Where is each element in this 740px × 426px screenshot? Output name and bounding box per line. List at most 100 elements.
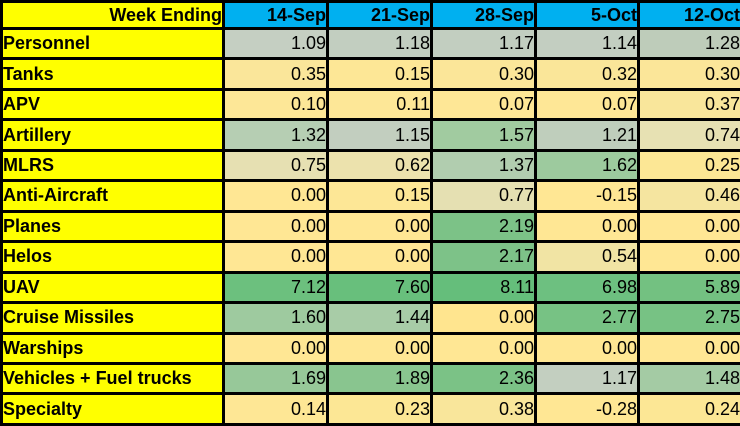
- row-label[interactable]: UAV: [0, 270, 225, 305]
- table-row: UAV 7.12 7.60 8.11 6.98 5.89: [0, 270, 740, 305]
- data-cell[interactable]: 0.07: [534, 87, 640, 122]
- table-row: Helos 0.00 0.00 2.17 0.54 0.00: [0, 240, 740, 274]
- data-cell[interactable]: 0.30: [430, 57, 537, 91]
- data-cell[interactable]: 0.30: [637, 57, 740, 91]
- column-header-5-oct[interactable]: 5-Oct: [534, 0, 640, 30]
- row-label[interactable]: Warships: [0, 331, 225, 366]
- row-label[interactable]: Cruise Missiles: [0, 301, 225, 335]
- row-label[interactable]: APV: [0, 87, 225, 122]
- table-row: Artillery 1.32 1.15 1.57 1.21 0.74: [0, 118, 740, 152]
- column-header-28-sep[interactable]: 28-Sep: [430, 0, 537, 30]
- data-cell[interactable]: 0.32: [534, 57, 640, 91]
- data-cell[interactable]: -0.15: [534, 179, 640, 213]
- data-cell[interactable]: 0.62: [326, 148, 433, 183]
- data-cell[interactable]: 0.35: [222, 57, 329, 91]
- data-cell[interactable]: 0.37: [637, 87, 740, 122]
- data-cell[interactable]: 0.00: [637, 331, 740, 366]
- data-cell[interactable]: 0.00: [534, 331, 640, 366]
- data-cell[interactable]: 0.00: [326, 209, 433, 244]
- data-cell[interactable]: 0.15: [326, 179, 433, 213]
- table-row: APV 0.10 0.11 0.07 0.07 0.37: [0, 87, 740, 122]
- table-row: Warships 0.00 0.00 0.00 0.00 0.00: [0, 331, 740, 366]
- table-row: Personnel 1.09 1.18 1.17 1.14 1.28: [0, 26, 740, 61]
- data-cell[interactable]: 0.00: [637, 240, 740, 274]
- data-cell[interactable]: 2.17: [430, 240, 537, 274]
- data-cell[interactable]: 1.60: [222, 301, 329, 335]
- header-row: Week Ending 14-Sep 21-Sep 28-Sep 5-Oct 12-Oct: [0, 0, 740, 30]
- data-cell[interactable]: 0.00: [430, 331, 537, 366]
- table-row: MLRS 0.75 0.62 1.37 1.62 0.25: [0, 148, 740, 183]
- table-row: Anti-Aircraft 0.00 0.15 0.77 -0.15 0.46: [0, 179, 740, 213]
- data-cell[interactable]: 1.28: [637, 26, 740, 61]
- data-cell[interactable]: 0.75: [222, 148, 329, 183]
- data-cell[interactable]: 1.17: [430, 26, 537, 61]
- row-label[interactable]: Helos: [0, 240, 225, 274]
- data-cell[interactable]: 0.23: [326, 392, 433, 426]
- column-header-21-sep[interactable]: 21-Sep: [326, 0, 433, 30]
- data-cell[interactable]: 1.32: [222, 118, 329, 152]
- row-label[interactable]: Specialty: [0, 392, 225, 426]
- data-cell[interactable]: 1.57: [430, 118, 537, 152]
- data-cell[interactable]: 0.14: [222, 392, 329, 426]
- data-cell[interactable]: 0.15: [326, 57, 433, 91]
- row-label[interactable]: MLRS: [0, 148, 225, 183]
- row-label[interactable]: Personnel: [0, 26, 225, 61]
- table-row: Specialty 0.14 0.23 0.38 -0.28 0.24: [0, 392, 740, 426]
- data-cell[interactable]: 5.89: [637, 270, 740, 305]
- data-cell[interactable]: 7.12: [222, 270, 329, 305]
- table-row: Planes 0.00 0.00 2.19 0.00 0.00: [0, 209, 740, 244]
- data-cell[interactable]: 1.37: [430, 148, 537, 183]
- data-cell[interactable]: 1.89: [326, 361, 433, 396]
- table-row: Tanks 0.35 0.15 0.30 0.32 0.30: [0, 57, 740, 91]
- data-cell[interactable]: -0.28: [534, 392, 640, 426]
- data-cell[interactable]: 2.77: [534, 301, 640, 335]
- column-header-12-oct[interactable]: 12-Oct: [637, 0, 740, 30]
- row-label[interactable]: Anti-Aircraft: [0, 179, 225, 213]
- data-cell[interactable]: 0.38: [430, 392, 537, 426]
- data-cell[interactable]: 1.15: [326, 118, 433, 152]
- data-cell[interactable]: 0.07: [430, 87, 537, 122]
- data-cell[interactable]: 7.60: [326, 270, 433, 305]
- data-cell[interactable]: 2.75: [637, 301, 740, 335]
- corner-header-week-ending[interactable]: Week Ending: [0, 0, 225, 30]
- data-cell[interactable]: 2.19: [430, 209, 537, 244]
- table-row: Cruise Missiles 1.60 1.44 0.00 2.77 2.75: [0, 301, 740, 335]
- data-cell[interactable]: 0.11: [326, 87, 433, 122]
- data-cell[interactable]: 1.09: [222, 26, 329, 61]
- data-cell[interactable]: 1.44: [326, 301, 433, 335]
- row-label[interactable]: Tanks: [0, 57, 225, 91]
- data-cell[interactable]: 6.98: [534, 270, 640, 305]
- data-cell[interactable]: 1.18: [326, 26, 433, 61]
- data-cell[interactable]: 1.69: [222, 361, 329, 396]
- data-cell[interactable]: 1.14: [534, 26, 640, 61]
- data-cell[interactable]: 0.77: [430, 179, 537, 213]
- data-cell[interactable]: 0.00: [637, 209, 740, 244]
- table-row: Vehicles + Fuel trucks 1.69 1.89 2.36 1.17 1.…: [0, 361, 740, 396]
- data-cell[interactable]: 2.36: [430, 361, 537, 396]
- data-cell[interactable]: 0.00: [222, 331, 329, 366]
- data-cell[interactable]: 8.11: [430, 270, 537, 305]
- data-cell[interactable]: 1.62: [534, 148, 640, 183]
- data-cell[interactable]: 0.25: [637, 148, 740, 183]
- data-cell[interactable]: 1.17: [534, 361, 640, 396]
- data-cell[interactable]: 0.46: [637, 179, 740, 213]
- data-cell[interactable]: 0.54: [534, 240, 640, 274]
- data-cell[interactable]: 0.10: [222, 87, 329, 122]
- row-label[interactable]: Planes: [0, 209, 225, 244]
- data-cell[interactable]: 0.24: [637, 392, 740, 426]
- row-label[interactable]: Artillery: [0, 118, 225, 152]
- data-cell[interactable]: 0.00: [222, 209, 329, 244]
- data-cell[interactable]: 0.00: [222, 240, 329, 274]
- column-header-14-sep[interactable]: 14-Sep: [222, 0, 329, 30]
- data-cell[interactable]: 1.21: [534, 118, 640, 152]
- data-cell[interactable]: 0.00: [430, 301, 537, 335]
- data-cell[interactable]: 0.74: [637, 118, 740, 152]
- data-cell[interactable]: 0.00: [326, 331, 433, 366]
- data-cell[interactable]: 0.00: [326, 240, 433, 274]
- data-cell[interactable]: 0.00: [534, 209, 640, 244]
- data-cell[interactable]: 1.48: [637, 361, 740, 396]
- row-label[interactable]: Vehicles + Fuel trucks: [0, 361, 225, 396]
- data-cell[interactable]: 0.00: [222, 179, 329, 213]
